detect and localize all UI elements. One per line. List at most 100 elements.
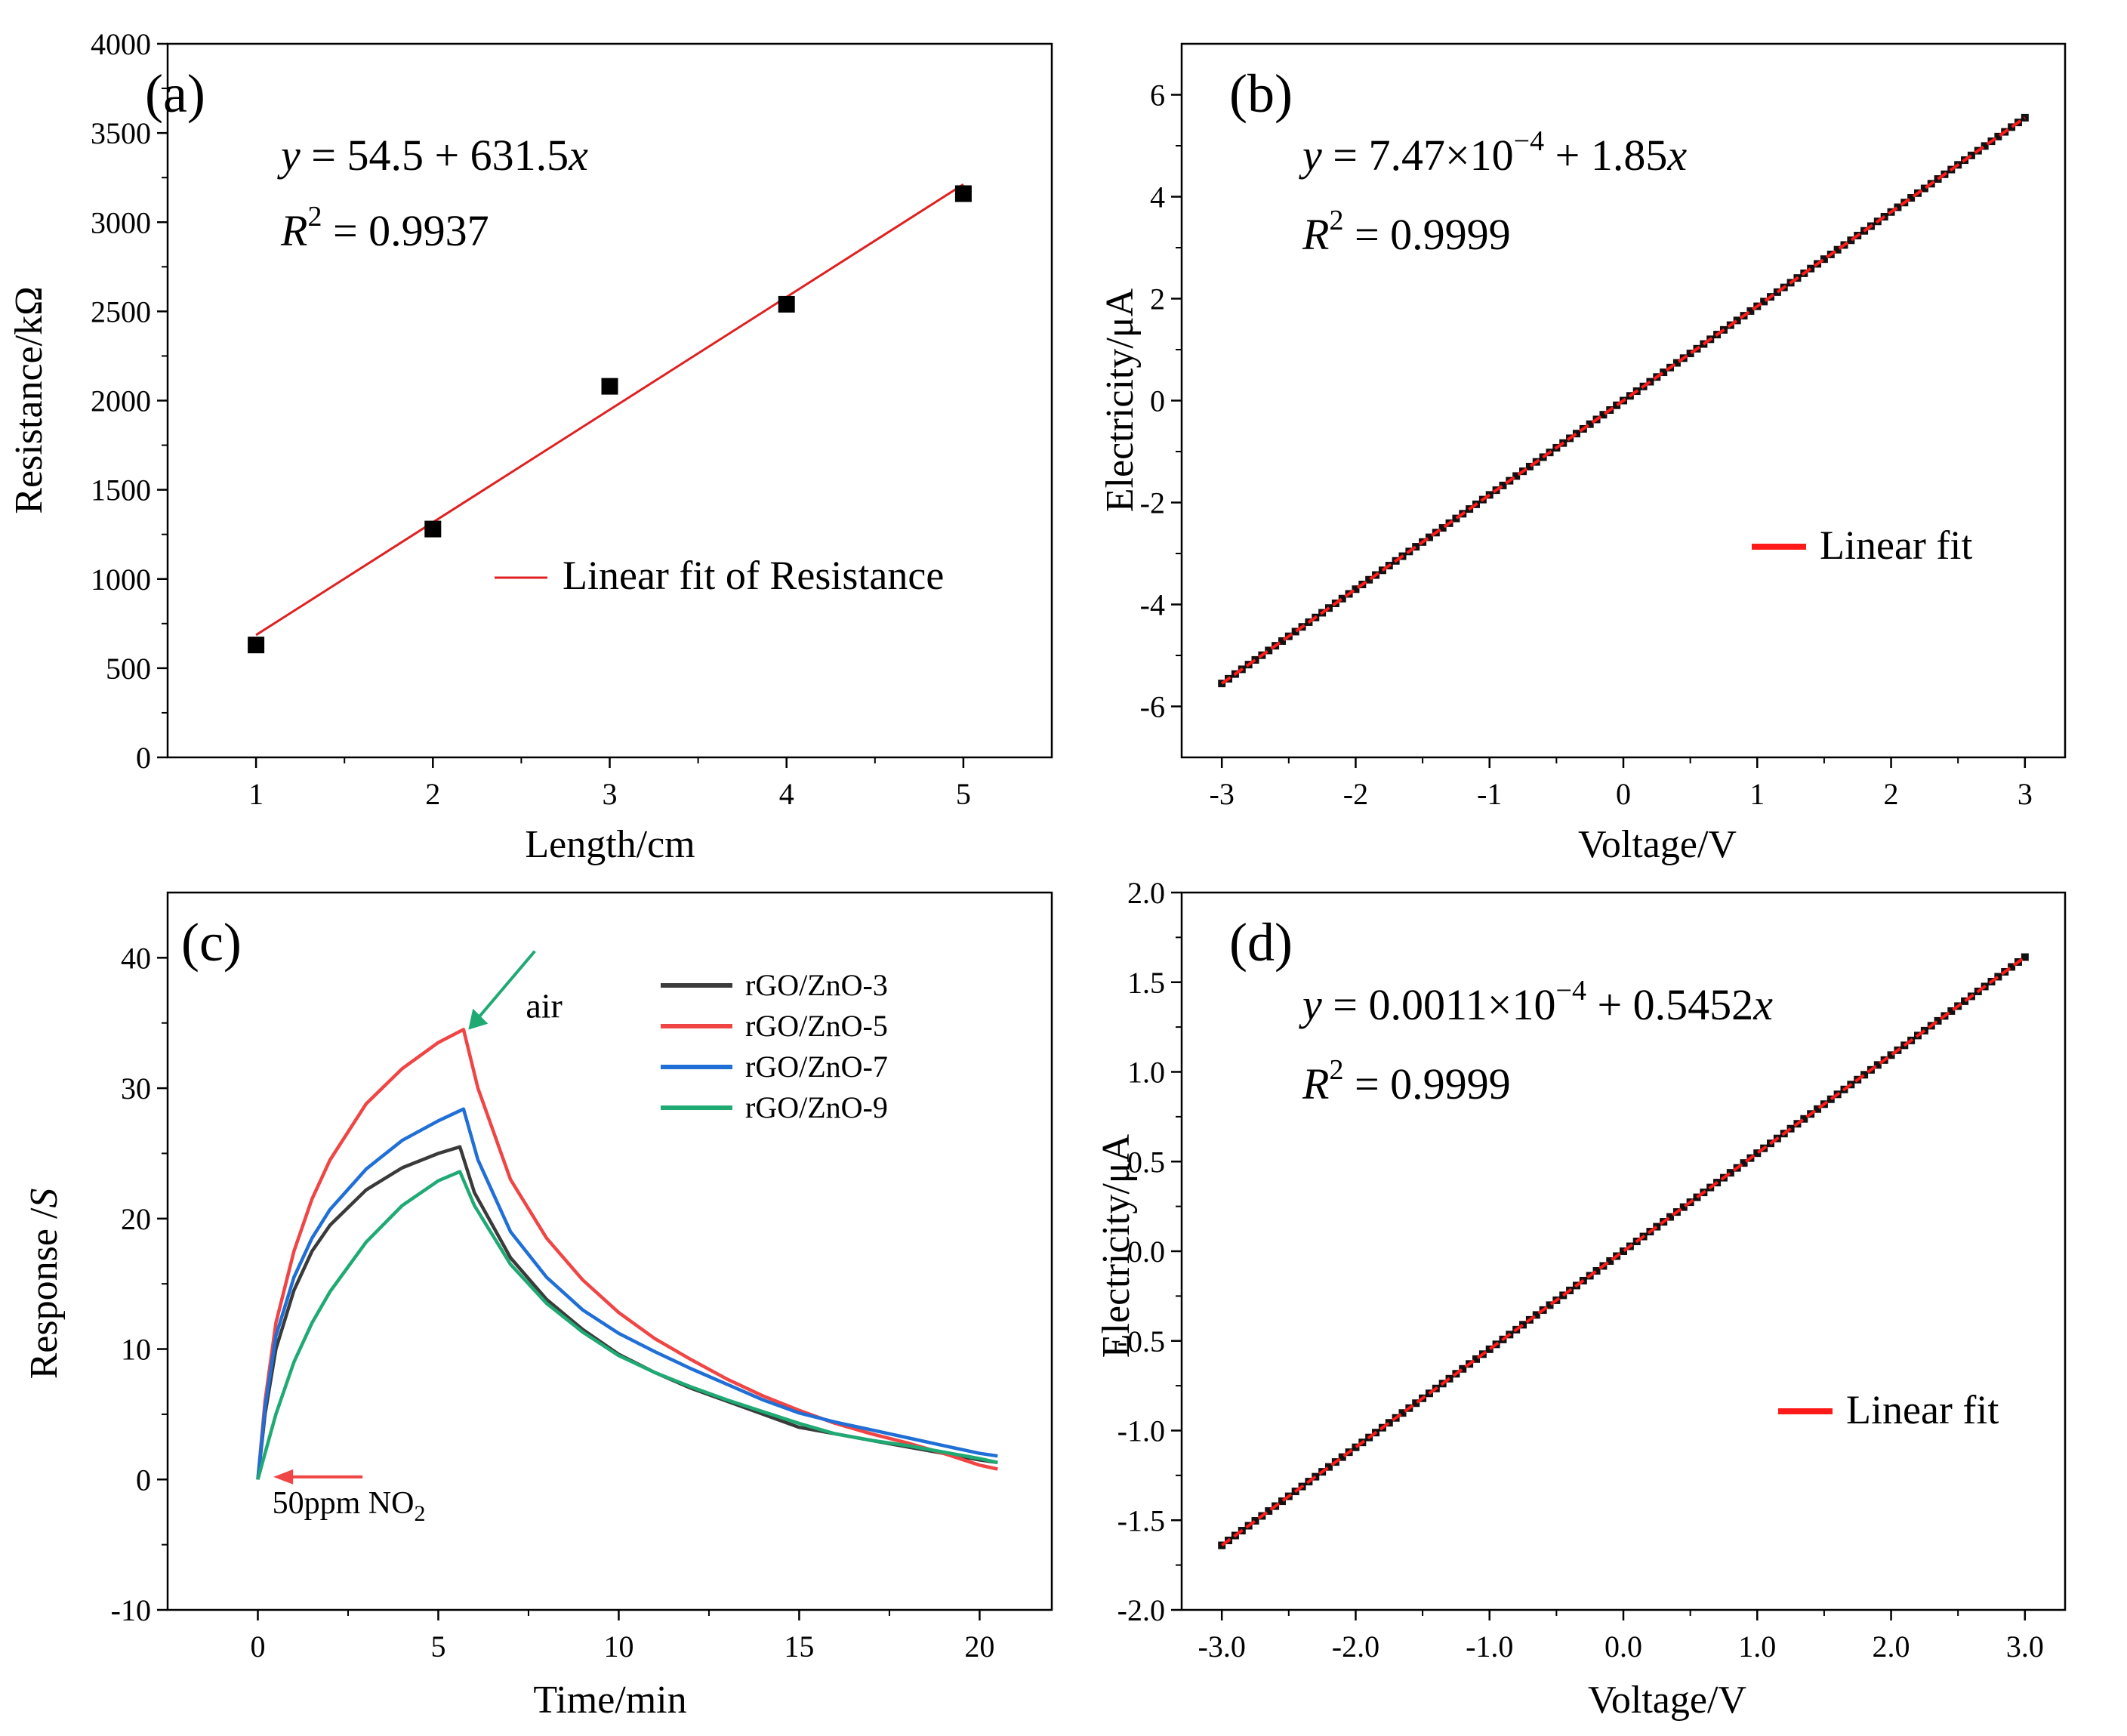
data-point [1653, 1223, 1661, 1231]
data-point [1278, 637, 1286, 645]
y-tick-label: -1.0 [1117, 1414, 1165, 1448]
data-point [1512, 472, 1521, 480]
legend-label: rGO/ZnO-3 [745, 968, 888, 1002]
panel-label: (a) [145, 63, 205, 124]
data-point [1907, 194, 1916, 202]
y-axis-label: Electricity/μA [1099, 288, 1142, 512]
eq-body: = 7.47×10 [1322, 131, 1514, 180]
eq-body: + 1.85 [1544, 131, 1667, 180]
data-point [1338, 594, 1346, 603]
data-point [1291, 627, 1299, 636]
data-point [1947, 1007, 1956, 1015]
legend-label: rGO/ZnO-7 [745, 1050, 888, 1084]
x-tick-label: -3.0 [1198, 1630, 1246, 1664]
legend-label: Linear fit [1820, 523, 1972, 568]
data-point [1826, 1095, 1835, 1103]
x-tick-label: 10 [603, 1630, 633, 1664]
data-point [1325, 1463, 1333, 1471]
eq-body: + 0.5452 [1586, 980, 1753, 1029]
data-point [1820, 255, 1828, 264]
fit-equation: y = 0.0011×10−4 + 0.5452x [1299, 975, 1773, 1029]
y-tick-label: 2 [1150, 282, 1165, 316]
data-point [1459, 1364, 1467, 1373]
y-tick-label: -1.5 [1117, 1503, 1165, 1537]
data-point [2021, 953, 2029, 961]
data-point [1679, 1203, 1688, 1211]
r-squared: R2 = 0.9937 [280, 201, 489, 255]
data-point [778, 295, 795, 313]
x-axis-label: Length/cm [525, 823, 695, 866]
r2-symbol: R [1302, 1059, 1329, 1109]
y-tick-label: 0.0 [1127, 1235, 1165, 1269]
y-tick-label: 40 [121, 941, 151, 975]
x-tick-label: 2 [425, 777, 440, 811]
eq-y: y [1299, 980, 1322, 1029]
panel-label: (d) [1229, 912, 1293, 973]
air-arrow-head [468, 1008, 489, 1030]
data-point [1994, 973, 2002, 981]
r2-exponent: 2 [1329, 205, 1343, 236]
gas-annotation: 50ppm NO2 [273, 1486, 426, 1526]
gas-annotation-subscript: 2 [414, 1501, 425, 1526]
data-point [1412, 1399, 1420, 1408]
r-squared: R2 = 0.9999 [1302, 1054, 1511, 1109]
series-line-rgo-zno-9 [256, 1170, 998, 1480]
fit-equation: y = 7.47×10−4 + 1.85x [1299, 125, 1687, 180]
data-point [1352, 1443, 1360, 1451]
r2-exponent: 2 [307, 201, 322, 233]
data-point [1499, 481, 1507, 489]
data-point [1425, 533, 1433, 541]
legend-label: Linear fit of Resistance [563, 553, 944, 598]
x-tick-label: 3 [603, 777, 618, 811]
data-point [1860, 1071, 1869, 1079]
data-point [1606, 1257, 1614, 1265]
data-point [1726, 1169, 1734, 1177]
data-point [1814, 1105, 1822, 1113]
data-point [1733, 316, 1741, 325]
y-tick-label: -4 [1140, 588, 1165, 622]
x-tick-label: 3 [2018, 777, 2033, 811]
data-point [1278, 1497, 1286, 1506]
air-annotation: air [526, 987, 563, 1025]
y-tick-label: -10 [111, 1593, 151, 1627]
x-tick-label: 20 [964, 1630, 994, 1664]
y-axis-label: Resistance/kΩ [8, 286, 51, 513]
y-tick-label: 2000 [91, 384, 151, 418]
x-tick-label: -1.0 [1466, 1630, 1513, 1664]
data-point [1934, 1016, 1942, 1025]
data-point [1472, 1355, 1480, 1363]
plot-frame [166, 891, 1053, 1611]
data-point [1873, 1061, 1882, 1069]
data-point [1586, 420, 1594, 428]
x-tick-label: 15 [784, 1630, 814, 1664]
r2-symbol: R [1302, 210, 1329, 259]
chart-panel-d: -3.0 -2.0 -1.0 0.0 1.0 2.0 3.0 -2.0 -1.5 -1.0 -0.5… [1095, 876, 2067, 1722]
gas-annotation-text: 50ppm NO [273, 1486, 415, 1521]
eq-body: = 0.0011×10 [1322, 980, 1556, 1029]
data-point [1773, 288, 1781, 296]
data-point [1485, 1345, 1494, 1353]
y-tick-label: 20 [121, 1202, 151, 1236]
x-tick-label: 3.0 [2006, 1630, 2044, 1664]
data-point [1352, 585, 1360, 594]
data-point [1452, 514, 1460, 523]
data-point [1385, 1419, 1393, 1427]
x-axis-label: Time/min [533, 1679, 686, 1722]
x-tick-label: 2 [1884, 777, 1899, 811]
data-point [1265, 1507, 1273, 1516]
eq-y: y [277, 131, 301, 180]
x-tick-label: 1.0 [1738, 1630, 1776, 1664]
data-point [1672, 359, 1681, 367]
data-point [1572, 430, 1580, 438]
x-tick-label: -2 [1343, 777, 1368, 811]
y-tick-label: 30 [121, 1072, 151, 1105]
y-tick-label: 0.5 [1127, 1145, 1165, 1179]
y-tick-label: 2.0 [1127, 876, 1165, 910]
x-tick-label: 0 [250, 1630, 265, 1664]
y-axis-label: Electricity/μA [1095, 1133, 1138, 1358]
data-point [1412, 543, 1420, 551]
panel-label: (b) [1229, 63, 1293, 124]
eq-x: x [1666, 131, 1687, 180]
r2-value: = 0.9937 [322, 206, 489, 255]
